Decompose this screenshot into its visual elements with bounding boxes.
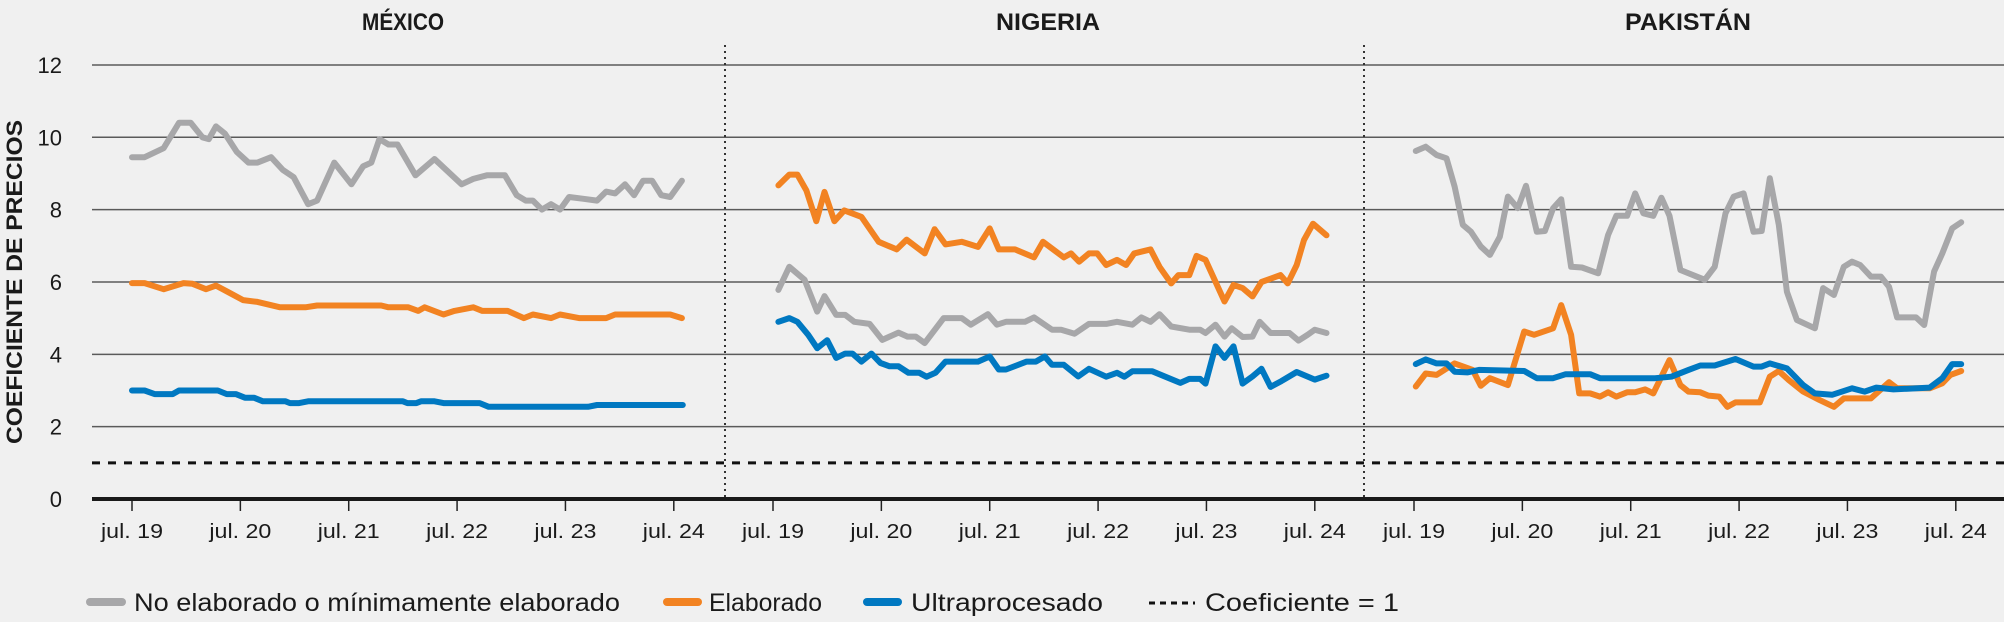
legend-label-no-elaborado: No elaborado o mínimamente elaborado [134,589,620,617]
y-tick-label: 8 [50,198,62,223]
x-tick-label: jul. 20 [849,521,912,543]
y-tick-label: 2 [50,415,62,440]
x-tick-label: jul. 22 [425,521,488,543]
y-axis-label: COEFICIENTE DE PRECIOS [2,120,27,444]
series-ultraprocesado-0 [129,387,686,410]
series-lines [129,119,1965,410]
x-tick-label: jul. 20 [1490,521,1553,543]
gridlines [92,64,2004,465]
x-tick-label: jul. 23 [1174,521,1237,543]
axes: 0 2 4 6 8 10 12 jul. 19 jul. 20 jul. 21 jul. 22 jul… [38,53,2004,543]
x-tick-label: jul. 19 [741,521,804,543]
x-tick-label: jul. 19 [1382,521,1445,543]
y-tick-label: 10 [38,125,62,150]
panel-title-mexico: MÉXICO [362,8,444,36]
panel-dividers [724,45,1365,500]
y-tick-label: 4 [50,342,62,367]
series-no_elaborado-2 [1412,143,1965,332]
legend-label-ultraprocesado: Ultraprocesado [911,589,1103,617]
x-tick-label: jul. 20 [208,521,271,543]
series-no_elaborado-1 [775,263,1330,347]
x-tick-label: jul. 22 [1707,521,1770,543]
series-no_elaborado-0 [129,119,685,213]
legend: No elaborado o mínimamente elaborado Ela… [86,589,1399,617]
series-ultraprocesado-1 [775,315,1330,390]
legend-label-elaborado: Elaborado [709,589,822,617]
x-tick-label: jul. 23 [1815,521,1878,543]
panel-title-nigeria: NIGERIA [996,9,1100,36]
series-ultraprocesado-2 [1412,356,1965,398]
x-tick-label: jul. 19 [100,521,163,543]
x-tick-label: jul. 24 [1924,521,1987,543]
y-tick-label: 6 [50,270,62,295]
legend-label-coeficiente: Coeficiente = 1 [1205,589,1399,617]
x-tick-label: jul. 21 [317,521,380,543]
y-tick-label: 0 [50,487,62,512]
series-elaborado-2 [1412,302,1965,410]
x-tick-label: jul. 21 [958,521,1021,543]
x-tick-label: jul. 24 [642,521,705,543]
x-tick-label: jul. 24 [1283,521,1346,543]
panel-title-pakistan: PAKISTÁN [1625,8,1751,36]
series-elaborado-1 [775,171,1330,305]
x-tick-label: jul. 21 [1599,521,1662,543]
x-tick-label: jul. 23 [533,521,596,543]
y-tick-label: 12 [38,53,62,78]
series-elaborado-0 [129,280,685,322]
x-tick-label: jul. 22 [1066,521,1129,543]
